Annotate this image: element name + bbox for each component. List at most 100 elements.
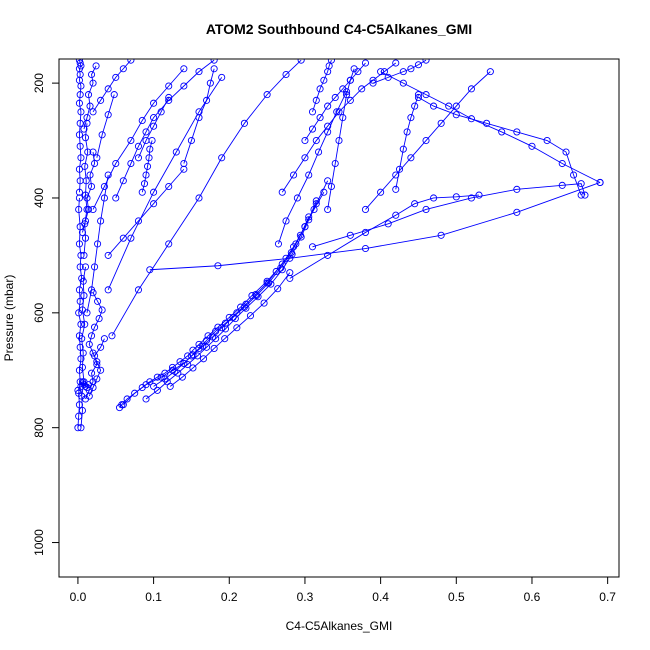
data-point <box>140 180 149 188</box>
data-point <box>240 119 248 127</box>
data-point <box>77 108 85 116</box>
data-point <box>422 136 430 145</box>
data-point <box>339 85 347 93</box>
data-point <box>91 159 99 168</box>
data-point <box>411 102 419 110</box>
data-point <box>81 217 90 225</box>
data-point <box>452 102 460 110</box>
data-point <box>210 59 218 64</box>
data-point <box>134 142 143 150</box>
data-point <box>221 335 229 343</box>
data-point <box>86 171 94 179</box>
x-tick-label: 0.6 <box>524 590 541 604</box>
data-point <box>100 335 108 343</box>
data-point <box>528 142 536 150</box>
data-point <box>312 96 320 104</box>
series-line <box>88 292 103 397</box>
series-37 <box>74 378 93 394</box>
x-tick-label: 0.7 <box>599 590 616 604</box>
data-point <box>308 243 317 251</box>
data-point <box>203 96 211 104</box>
data-point <box>78 335 86 343</box>
data-point <box>157 108 165 116</box>
data-point <box>112 194 120 202</box>
series-2 <box>77 263 90 432</box>
data-point <box>324 128 332 136</box>
data-point <box>97 343 105 351</box>
data-point <box>187 136 195 145</box>
series-line <box>304 62 366 141</box>
data-point <box>80 251 88 259</box>
data-point <box>422 91 430 99</box>
data-point <box>286 254 294 262</box>
data-point <box>305 216 313 224</box>
series-25 <box>112 59 218 202</box>
series-line <box>278 91 347 245</box>
x-tick-label: 0.0 <box>70 590 87 604</box>
data-point <box>320 76 328 84</box>
series-30 <box>89 59 135 116</box>
data-point <box>76 142 84 150</box>
data-point <box>369 79 377 87</box>
data-point <box>558 159 566 168</box>
data-point <box>209 333 217 341</box>
data-point <box>95 315 103 323</box>
data-point <box>81 395 90 403</box>
data-point <box>78 228 87 236</box>
data-point <box>297 59 305 64</box>
data-point <box>143 162 152 170</box>
data-point <box>324 177 332 185</box>
data-point <box>445 102 453 110</box>
x-tick-label: 0.3 <box>297 590 314 604</box>
data-point <box>263 91 271 99</box>
data-point <box>399 68 407 76</box>
data-point <box>392 59 400 67</box>
data-point <box>246 312 255 320</box>
data-point <box>278 188 286 196</box>
data-point <box>260 299 268 307</box>
data-point <box>414 91 423 99</box>
data-point <box>81 162 89 170</box>
data-point <box>467 115 475 123</box>
data-point <box>79 277 87 285</box>
data-point <box>265 279 273 287</box>
data-point <box>399 79 407 87</box>
data-point <box>486 68 494 76</box>
data-point <box>274 285 282 293</box>
series-29 <box>134 93 173 162</box>
data-point <box>104 251 112 259</box>
series-line <box>169 272 291 387</box>
data-point <box>290 171 298 179</box>
data-point <box>331 93 339 102</box>
data-point <box>75 286 83 294</box>
data-point <box>78 363 87 371</box>
data-point <box>392 185 400 193</box>
series-line <box>183 68 215 164</box>
data-point <box>221 325 230 333</box>
data-point <box>180 165 188 173</box>
data-point <box>142 136 150 145</box>
data-point <box>91 263 99 271</box>
data-point <box>203 336 211 344</box>
series-28 <box>180 65 218 168</box>
data-point <box>75 165 83 173</box>
data-point <box>498 128 506 136</box>
series-12 <box>414 93 585 199</box>
data-point <box>138 116 146 124</box>
data-point <box>85 340 93 348</box>
data-point <box>361 228 370 236</box>
data-point <box>75 205 83 214</box>
data-point <box>184 360 192 369</box>
series-5 <box>119 188 328 409</box>
data-point <box>240 303 248 311</box>
data-point <box>361 59 370 67</box>
data-point <box>77 154 85 162</box>
data-point <box>513 128 521 136</box>
data-point <box>335 108 343 116</box>
data-point <box>282 70 290 79</box>
series-36 <box>78 148 99 236</box>
series-line <box>141 140 153 193</box>
data-point <box>403 128 411 136</box>
data-point <box>221 319 230 327</box>
data-point <box>596 178 604 187</box>
